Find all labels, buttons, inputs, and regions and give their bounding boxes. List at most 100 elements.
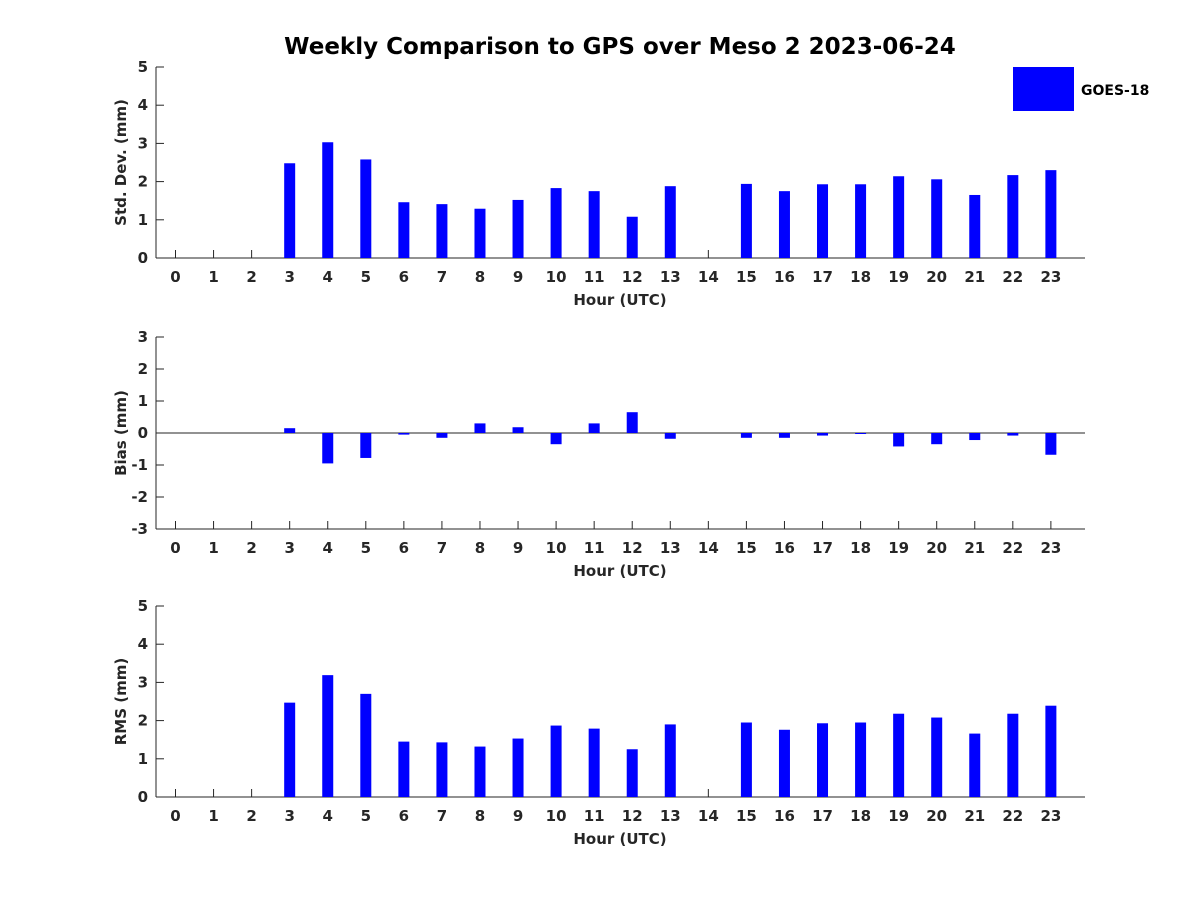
rms-x-tick-label: 8 <box>475 807 485 825</box>
std-dev-bar <box>740 183 752 258</box>
std-dev-bar <box>1045 170 1057 258</box>
bias-bar <box>969 433 981 441</box>
std-dev-bar <box>1007 175 1019 258</box>
rms-x-tick-label: 22 <box>1002 807 1023 825</box>
rms-x-tick-label: 9 <box>513 807 523 825</box>
std-dev-bar <box>931 179 943 258</box>
rms-bar <box>512 738 524 797</box>
rms-bar <box>740 722 752 797</box>
std-dev-y-tick-label: 1 <box>138 211 148 229</box>
rms-x-tick-label: 3 <box>284 807 294 825</box>
std-dev-y-tick-label: 5 <box>138 58 148 76</box>
rms-x-tick-label: 16 <box>774 807 795 825</box>
std-dev-bar <box>969 194 981 258</box>
std-dev-x-tick-label: 12 <box>622 268 643 286</box>
bias-x-tick-label: 4 <box>323 539 333 557</box>
rms-bar <box>817 723 829 797</box>
std-dev-bar <box>893 176 905 258</box>
bias-x-tick-label: 23 <box>1040 539 1061 557</box>
rms-x-tick-label: 13 <box>660 807 681 825</box>
std-dev-x-tick-label: 13 <box>660 268 681 286</box>
std-dev-bar <box>817 184 829 258</box>
bias-x-tick-label: 2 <box>246 539 256 557</box>
std-dev-bar <box>398 202 410 258</box>
rms-y-tick-label: 3 <box>138 673 148 691</box>
bias-bar <box>740 433 752 438</box>
bias-y-tick-label: -1 <box>131 456 148 474</box>
rms-bar <box>322 675 334 797</box>
bias-x-tick-label: 12 <box>622 539 643 557</box>
rms-bar <box>626 749 638 797</box>
std-dev-x-tick-label: 4 <box>323 268 333 286</box>
rms-x-tick-label: 6 <box>399 807 409 825</box>
std-dev-x-tick-label: 0 <box>170 268 180 286</box>
bias-x-tick-label: 3 <box>284 539 294 557</box>
std-dev-x-tick-label: 1 <box>208 268 218 286</box>
rms-x-tick-label: 20 <box>926 807 947 825</box>
bias-bar <box>664 433 676 439</box>
bias-bar <box>931 433 943 445</box>
rms-x-tick-label: 7 <box>437 807 447 825</box>
std-dev-bar <box>436 204 448 258</box>
std-dev-y-tick-label: 4 <box>138 96 148 114</box>
std-dev-bar <box>664 186 676 258</box>
bias-bar <box>1007 433 1019 436</box>
rms-bar <box>893 713 905 797</box>
bias-x-tick-label: 13 <box>660 539 681 557</box>
std-dev-bar <box>284 163 296 258</box>
rms-bar <box>664 724 676 797</box>
rms-x-tick-label: 15 <box>736 807 757 825</box>
rms-y-tick-label: 0 <box>138 788 148 806</box>
rms-bar <box>436 742 448 797</box>
std-dev-x-tick-label: 16 <box>774 268 795 286</box>
bias-x-tick-label: 11 <box>584 539 605 557</box>
std-dev-bar <box>550 188 562 258</box>
std-dev-y-tick-label: 3 <box>138 134 148 152</box>
bias-x-tick-label: 20 <box>926 539 947 557</box>
rms-x-tick-label: 21 <box>964 807 985 825</box>
std-dev-x-tick-label: 10 <box>546 268 567 286</box>
bias-bar <box>474 423 486 433</box>
bias-bar <box>322 433 334 464</box>
std-dev-x-tick-label: 22 <box>1002 268 1023 286</box>
std-dev-x-tick-label: 20 <box>926 268 947 286</box>
bias-x-tick-label: 10 <box>546 539 567 557</box>
rms-x-tick-label: 18 <box>850 807 871 825</box>
std-dev-x-tick-label: 2 <box>246 268 256 286</box>
bias-x-tick-label: 18 <box>850 539 871 557</box>
bias-y-tick-label: 0 <box>138 424 148 442</box>
rms-bar <box>1045 705 1057 797</box>
rms-x-tick-label: 14 <box>698 807 719 825</box>
bias-y-tick-label: -3 <box>131 520 148 538</box>
std-dev-x-tick-label: 14 <box>698 268 719 286</box>
bias-bar <box>817 433 829 436</box>
std-dev-bar <box>626 216 638 258</box>
rms-y-tick-label: 2 <box>138 712 148 730</box>
rms-bar <box>360 693 372 797</box>
rms-x-tick-label: 17 <box>812 807 833 825</box>
std-dev-x-tick-label: 18 <box>850 268 871 286</box>
rms-bar <box>931 717 943 797</box>
rms-x-tick-label: 1 <box>208 807 218 825</box>
bias-bar <box>436 433 448 438</box>
bias-x-tick-label: 6 <box>399 539 409 557</box>
chart-title: Weekly Comparison to GPS over Meso 2 202… <box>284 34 956 60</box>
bias-bar <box>512 427 524 433</box>
rms-bar <box>474 746 486 797</box>
rms-x-tick-label: 0 <box>170 807 180 825</box>
bias-x-tick-label: 15 <box>736 539 757 557</box>
std-dev-bar <box>474 208 486 258</box>
std-dev-x-tick-label: 21 <box>964 268 985 286</box>
std-dev-x-tick-label: 5 <box>361 268 371 286</box>
std-dev-y-tick-label: 2 <box>138 173 148 191</box>
std-dev-bar <box>322 142 334 258</box>
bias-x-tick-label: 22 <box>1002 539 1023 557</box>
bias-y-tick-label: 3 <box>138 328 148 346</box>
std-dev-bar <box>855 184 867 258</box>
bias-x-tick-label: 0 <box>170 539 180 557</box>
std-dev-x-tick-label: 19 <box>888 268 909 286</box>
legend: GOES-18 <box>1013 67 1149 111</box>
bias-x-tick-label: 16 <box>774 539 795 557</box>
